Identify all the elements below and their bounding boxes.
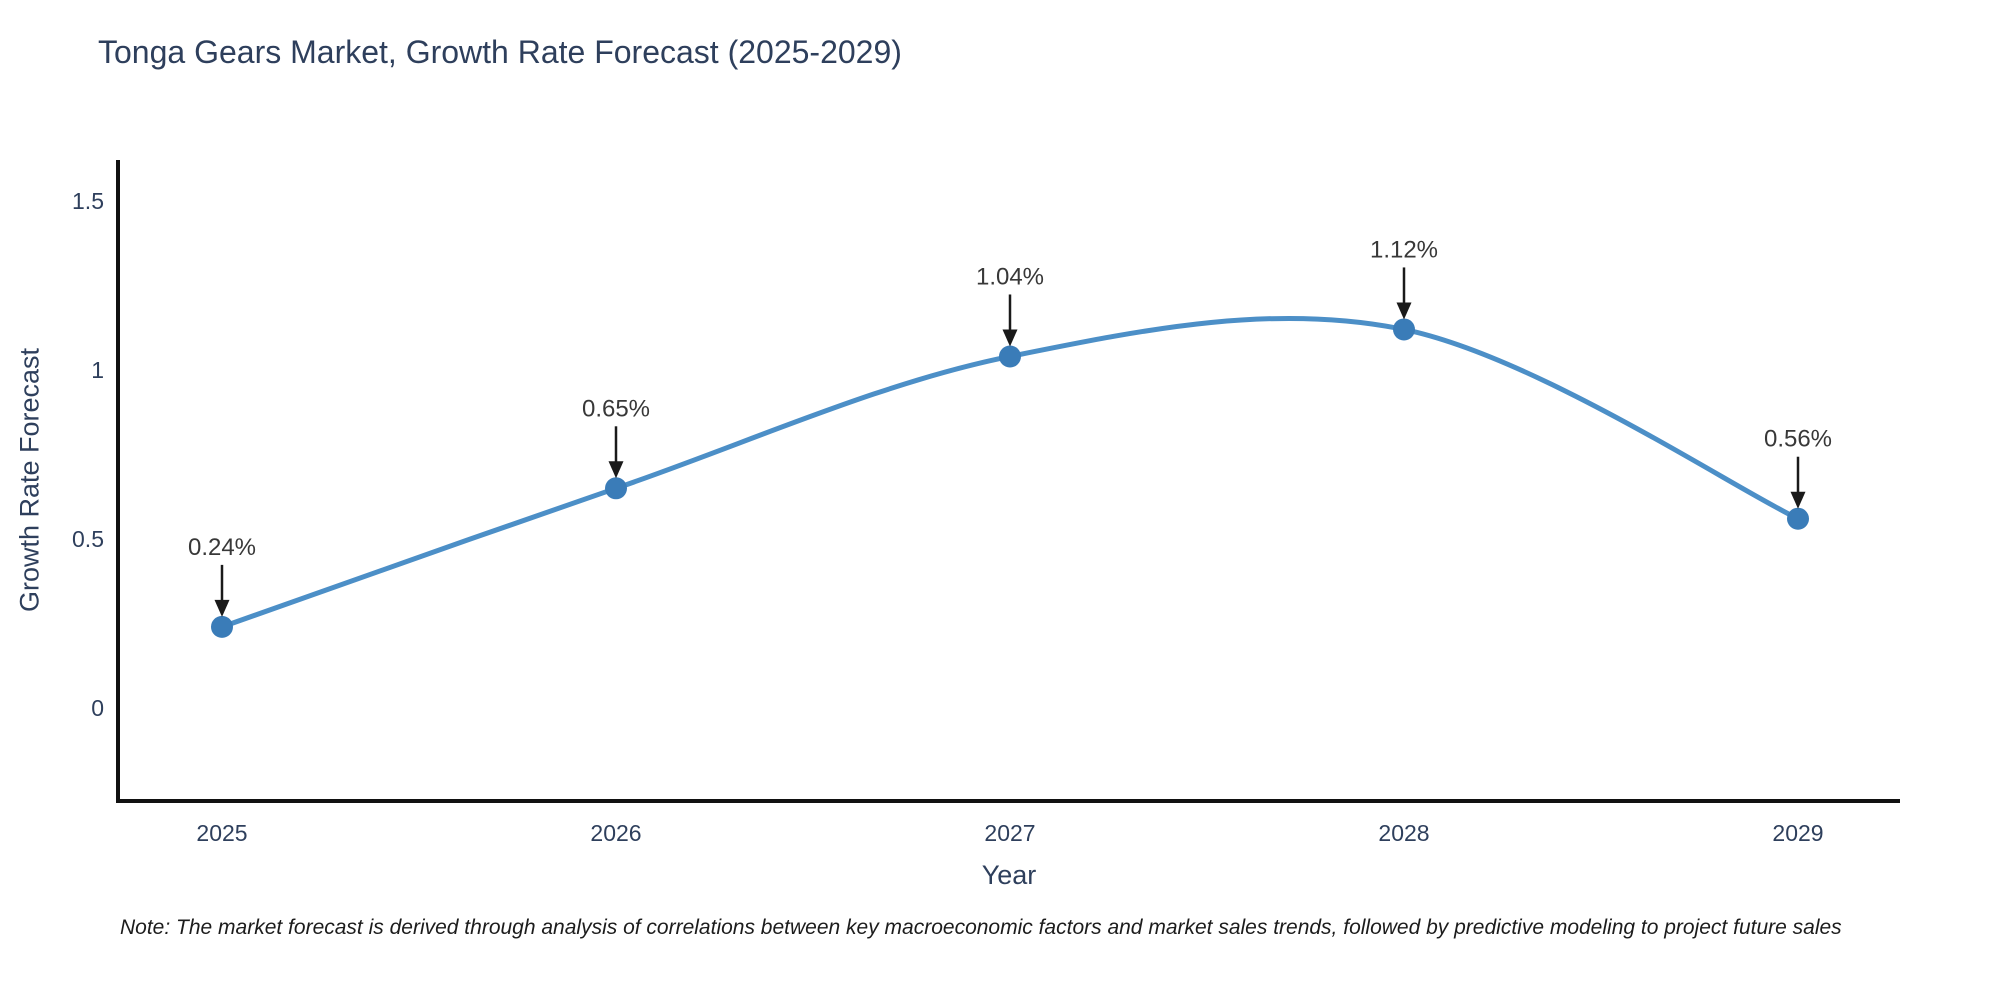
data-point-marker (1393, 318, 1415, 341)
data-point-marker (211, 615, 233, 638)
x-axis-title: Year (981, 860, 1037, 890)
x-tick-label: 2025 (196, 820, 247, 846)
data-point-marker (1787, 507, 1809, 530)
data-point-marker (605, 477, 627, 500)
point-annotation-label: 0.65% (582, 395, 650, 422)
annotation-arrowhead (1396, 302, 1412, 320)
annotation-arrowhead (1002, 329, 1018, 347)
x-tick-label: 2027 (984, 820, 1035, 846)
point-annotation-label: 1.12% (1370, 236, 1438, 263)
annotation-arrowhead (1790, 491, 1806, 509)
y-tick-label: 1.5 (72, 188, 104, 214)
x-tick-label: 2028 (1378, 820, 1429, 846)
x-tick-label: 2026 (590, 820, 641, 846)
data-point-marker (999, 345, 1021, 368)
x-tick-label: 2029 (1772, 820, 1823, 846)
point-annotation-label: 1.04% (976, 263, 1044, 290)
y-tick-label: 0 (91, 695, 104, 721)
annotation-arrowhead (214, 599, 230, 617)
y-tick-label: 0.5 (72, 526, 104, 552)
point-annotation-label: 0.56% (1764, 426, 1832, 453)
y-tick-label: 1 (91, 357, 104, 383)
annotation-arrowhead (608, 461, 624, 479)
point-annotation-label: 0.24% (188, 534, 256, 561)
chart-title: Tonga Gears Market, Growth Rate Forecast… (98, 34, 902, 70)
footnote: Note: The market forecast is derived thr… (120, 916, 1842, 939)
